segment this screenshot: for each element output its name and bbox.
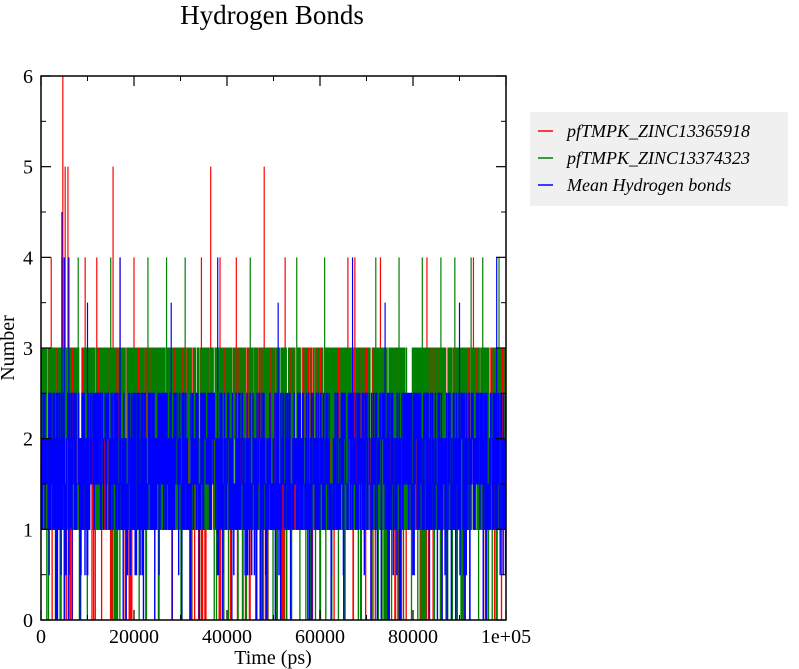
y-tick-label: 2 [23,429,33,451]
y-axis-label: Number [0,315,19,381]
legend-entries: pfTMPK_ZINC13365918 pfTMPK_ZINC13374323 Me… [538,121,750,195]
y-tick-label: 0 [23,610,33,632]
x-tick-label: 1e+05 [481,626,531,648]
y-tick-label: 3 [23,338,33,360]
x-axis-label: Time (ps) [234,647,312,669]
legend-box [530,112,788,206]
legend-label: pfTMPK_ZINC13365918 [565,121,750,141]
legend: pfTMPK_ZINC13365918 pfTMPK_ZINC13374323 Me… [530,112,788,206]
series-3 [40,212,507,621]
x-axis-ticks: 0 20000 40000 60000 80000 1e+05 [36,76,531,648]
x-tick-label: 20000 [109,626,159,648]
x-tick-label: 60000 [295,626,345,648]
x-tick-label: 80000 [388,626,438,648]
y-tick-label: 1 [23,519,33,541]
legend-label: Mean Hydrogen bonds [566,175,731,195]
series-trace [40,392,507,621]
y-tick-label: 6 [23,66,33,88]
x-tick-label: 40000 [202,626,252,648]
plot-series-group [40,76,507,621]
y-tick-label: 5 [23,157,33,179]
y-axis-ticks: 0 1 2 3 4 5 6 [23,66,506,632]
x-tick-label: 0 [36,626,46,648]
chart-title: Hydrogen Bonds [180,0,364,30]
y-tick-label: 4 [23,247,33,269]
legend-label: pfTMPK_ZINC13374323 [565,148,750,168]
